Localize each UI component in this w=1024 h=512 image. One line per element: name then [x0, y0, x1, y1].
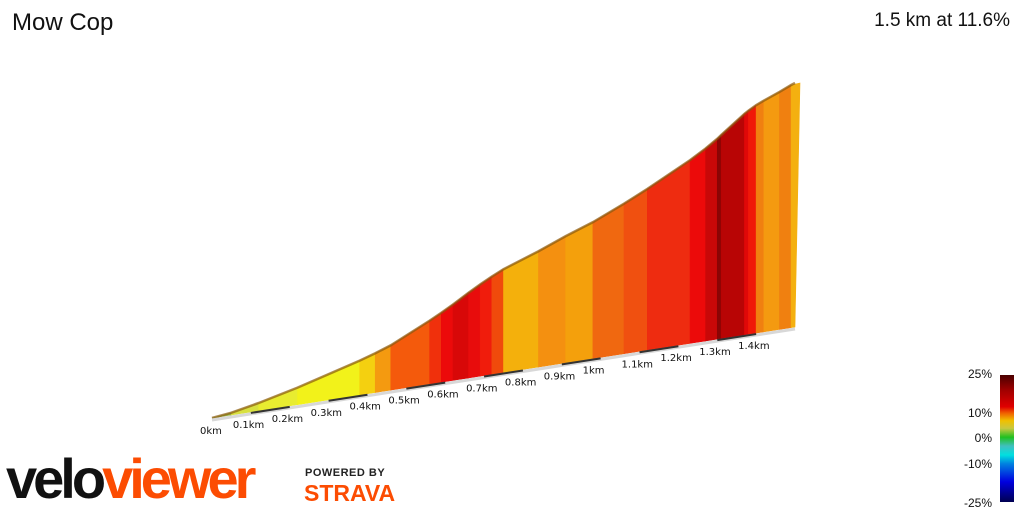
grade-segment [468, 283, 481, 379]
grade-segment [720, 113, 745, 339]
x-tick-label: 0.6km [427, 390, 458, 401]
veloviewer-logo: veloviewer [6, 452, 260, 508]
legend-label: -10% [963, 457, 992, 471]
grade-segment [647, 159, 691, 351]
axis-tick-band [250, 405, 290, 414]
x-tick-label: 0km [200, 426, 222, 437]
grade-segment [441, 303, 454, 383]
grade-segment [748, 104, 757, 335]
grade-segment [538, 235, 566, 368]
strava-logo: STRAVA [304, 480, 396, 506]
profile-top-edge [211, 81, 796, 420]
x-tick-label: 0.2km [272, 414, 303, 425]
grade-segment [429, 312, 442, 385]
axis-tick-band [717, 333, 757, 342]
x-tick-label: 1.1km [622, 359, 653, 370]
x-tick-label: 0.1km [233, 420, 264, 431]
grade-segment [565, 221, 594, 364]
legend-label: 25% [967, 367, 992, 381]
x-tick-label: 0.7km [466, 384, 497, 395]
grade-segment [705, 138, 718, 342]
grade-segment [491, 268, 504, 375]
x-tick-label: 0.5km [388, 396, 419, 407]
grade-color-legend: 25% 10% 0% -10% -25% [964, 367, 1014, 510]
grade-segment [779, 84, 792, 330]
grade-segment [755, 100, 765, 334]
x-tick-label: 1.4km [738, 341, 769, 352]
axis-tick-band [483, 369, 524, 378]
grade-segment [790, 82, 801, 328]
climb-summary: 1.5 km at 11.6% [874, 10, 1010, 31]
x-tick-label: 0.3km [311, 408, 342, 419]
axis-tick-band [406, 381, 446, 390]
grade-segments [211, 82, 801, 419]
grade-segment [390, 320, 430, 391]
x-tick-label: 1km [583, 365, 605, 376]
grade-segment [592, 203, 625, 359]
grade-segment [479, 276, 493, 377]
climb-title: Mow Cop [12, 9, 114, 36]
grade-segment [503, 250, 539, 373]
x-axis-ticks: 0km 0.1km 0.2km 0.3km 0.4km 0.5km 0.6km 0.7km 0.… [200, 333, 770, 437]
axis-tick-band [328, 393, 368, 402]
legend-label: 0% [974, 431, 992, 445]
grade-segment [744, 110, 749, 336]
x-tick-label: 1.3km [699, 347, 730, 358]
grade-segment [689, 147, 706, 344]
x-tick-label: 1.2km [660, 353, 691, 364]
grade-segment [716, 134, 722, 340]
x-tick-label: 0.9km [544, 371, 575, 382]
grade-segment [452, 292, 469, 381]
grade-segment [763, 91, 780, 333]
legend-label: 10% [967, 406, 992, 420]
x-tick-label: 0.8km [505, 377, 536, 388]
axis-tick-band [639, 345, 679, 354]
svg-text:veloviewer: veloviewer [6, 452, 256, 508]
axis-tick-band [561, 357, 601, 366]
powered-by-label: POWERED BY [305, 467, 386, 479]
grade-segment [623, 188, 648, 355]
x-tick-label: 0.4km [349, 402, 380, 413]
legend-label: -25% [963, 496, 992, 510]
